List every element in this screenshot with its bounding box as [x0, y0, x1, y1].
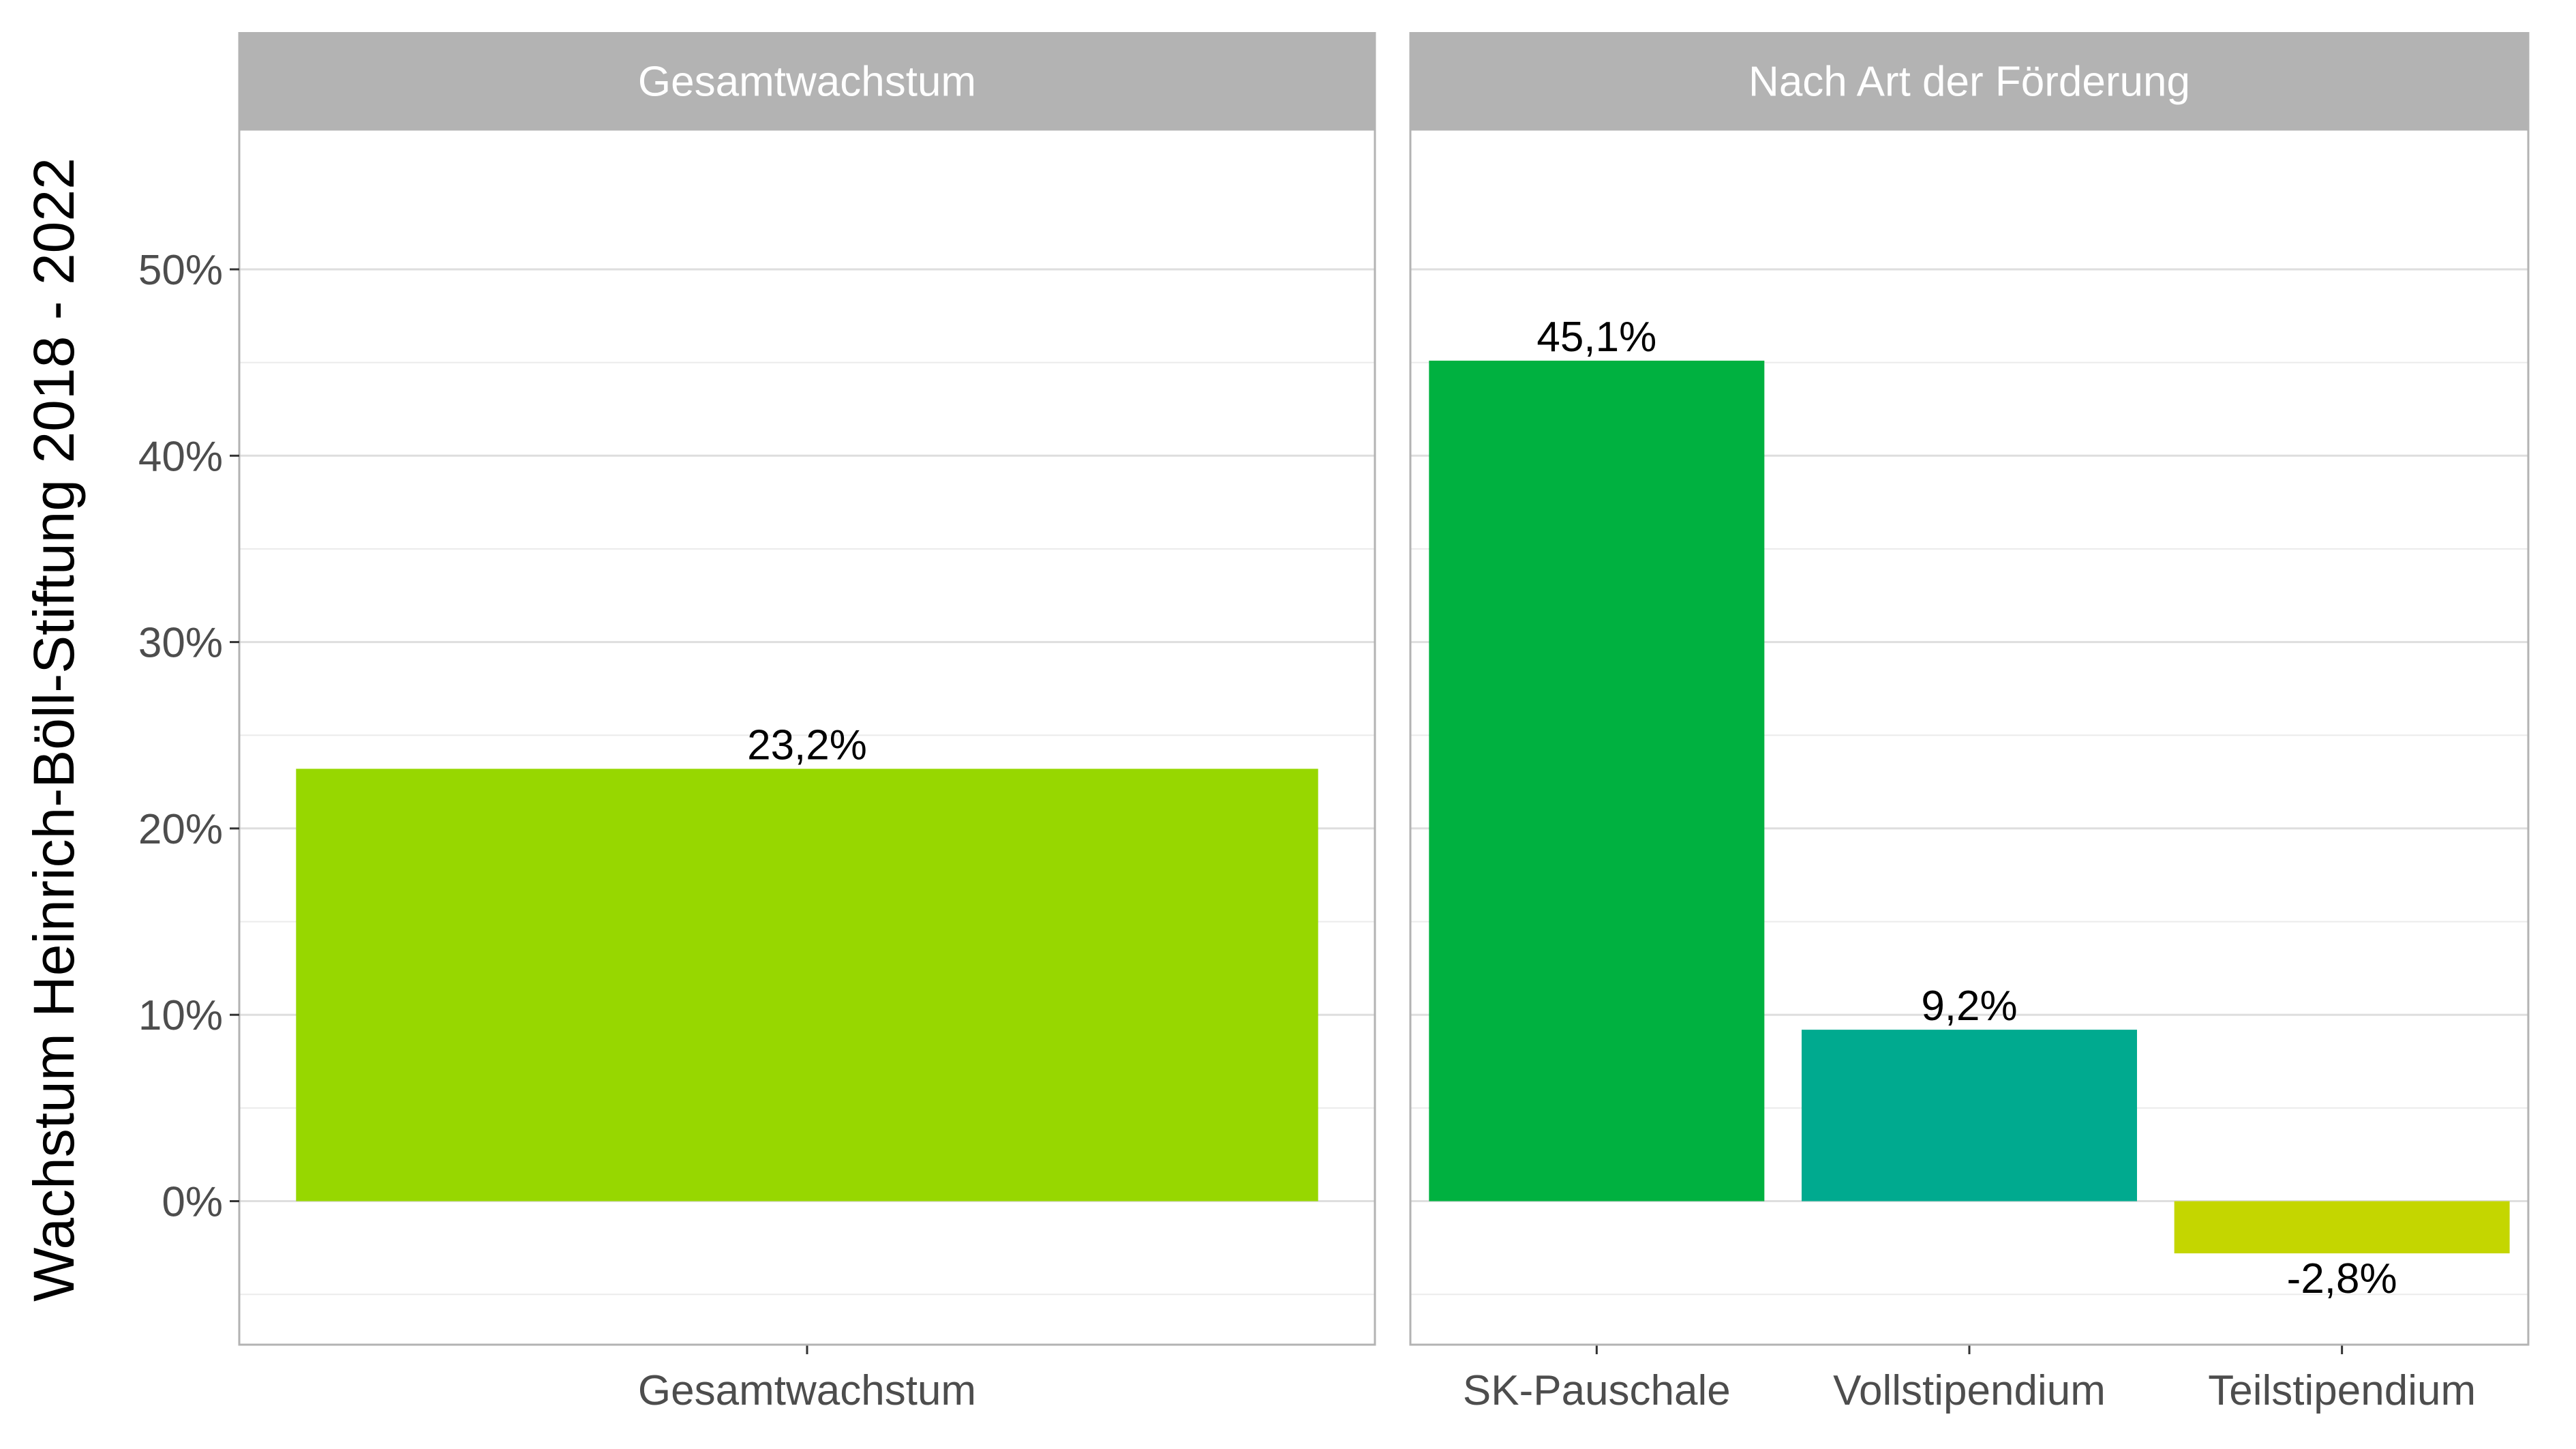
x-tick-label: Gesamtwachstum	[638, 1367, 976, 1414]
y-axis: 0% 10% 20% 30% 40% 50%	[138, 247, 239, 1226]
data-label: 45,1%	[1536, 314, 1656, 361]
y-tick-label: 30%	[138, 620, 223, 667]
y-axis-title: Wachstum Heinrich-Böll-Stiftung 2018 - 2…	[22, 158, 86, 1302]
bar-gesamtwachstum	[296, 768, 1318, 1201]
data-label: 23,2%	[747, 721, 867, 768]
x-tick-label: Teilstipendium	[2208, 1367, 2476, 1414]
y-tick-label: 0%	[162, 1179, 223, 1226]
facet-strip	[1409, 32, 2530, 130]
x-tick-label: Vollstipendium	[1833, 1367, 2106, 1414]
facet-strip-title: Gesamtwachstum	[638, 59, 976, 106]
y-tick-label: 10%	[138, 992, 223, 1039]
bar-teilstipendium	[2174, 1201, 2510, 1254]
y-tick-label: 40%	[138, 433, 223, 480]
data-label: 9,2%	[1921, 983, 2017, 1030]
panel-2: 45,1% SK-Pauschale 9,2% Vollstipendium -2,8%…	[1409, 32, 2530, 1414]
y-tick-label: 20%	[138, 806, 223, 853]
panels: 23,2% Gesamtwachstum Gesamtwachstum 45,1% SK…	[138, 32, 2530, 1414]
bar-sk-pauschale	[1429, 360, 1765, 1201]
x-tick-label: SK-Pauschale	[1463, 1367, 1731, 1414]
y-tick-label: 50%	[138, 247, 223, 294]
panel-1: 23,2% Gesamtwachstum Gesamtwachstum	[238, 32, 1376, 1414]
facet-strip-title: Nach Art der Förderung	[1748, 59, 2190, 106]
bar-vollstipendium	[1802, 1030, 2137, 1201]
data-label: -2,8%	[2287, 1255, 2397, 1302]
facet-strip	[238, 32, 1376, 130]
